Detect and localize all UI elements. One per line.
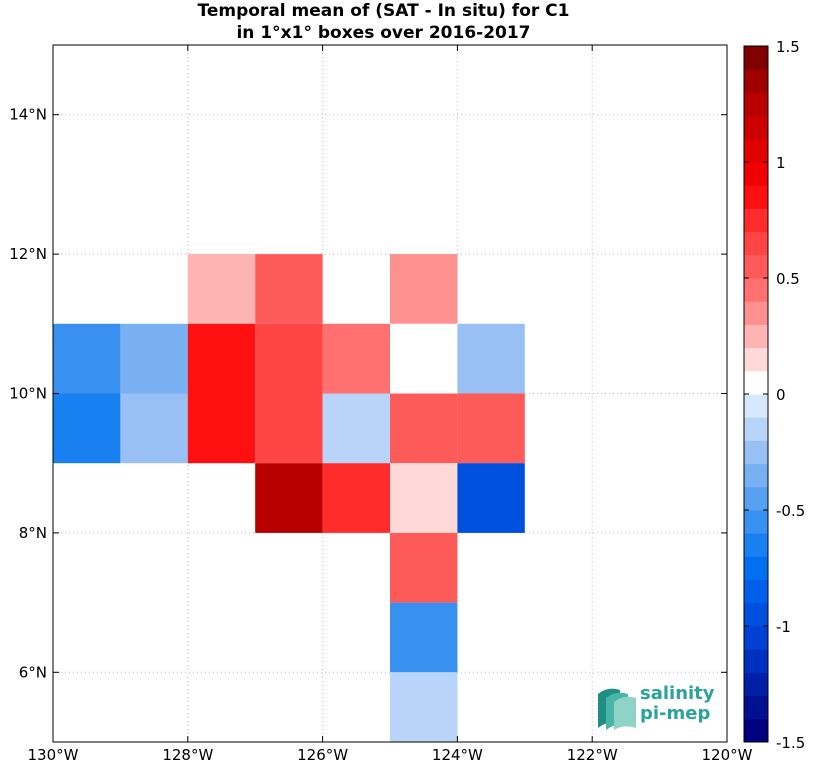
colorbar-segment: [744, 185, 768, 209]
heatmap-cell: [255, 393, 323, 464]
heatmap-cell: [187, 254, 256, 324]
colorbar-tick-label: 0: [776, 386, 786, 404]
colorbar-tick-label: -1.5: [776, 734, 805, 752]
heatmap-cell: [390, 532, 458, 603]
y-axis: 6°N 8°N 10°N 12°N 14°N: [9, 106, 727, 681]
heatmap-cell: [255, 463, 323, 533]
heatmap-cell: [120, 323, 188, 394]
colorbar-segment: [744, 440, 768, 465]
colorbar-segment: [744, 579, 768, 604]
y-tick-label: 6°N: [19, 663, 47, 681]
x-axis: 130°W 128°W 126°W 124°W 122°W 120°W: [28, 45, 753, 763]
x-tick-label: 128°W: [162, 746, 213, 763]
colorbar-segment: [744, 394, 768, 418]
colorbar-segment: [744, 649, 768, 673]
colorbar-segment: [744, 138, 768, 163]
colorbar: 1.5 1 0.5 0 -0.5 -1 -1.5: [743, 38, 805, 752]
colorbar-segment: [744, 510, 768, 534]
heatmap-cells: [53, 254, 525, 742]
heatmap-cell: [255, 323, 323, 394]
colorbar-tick-label: 1.5: [776, 38, 800, 56]
colorbar-segment: [744, 417, 768, 441]
x-tick-label: 124°W: [432, 746, 483, 763]
colorbar-segment: [744, 602, 768, 627]
colorbar-segment: [744, 162, 768, 186]
x-tick-label: 120°W: [702, 746, 753, 763]
colorbar-segment: [744, 46, 768, 70]
colorbar-tick-label: -1: [776, 618, 791, 636]
chart-title: Temporal mean of (SAT - In situ) for C1 …: [0, 0, 767, 44]
x-tick-label: 130°W: [28, 746, 79, 763]
colorbar-segment: [744, 92, 768, 117]
heatmap-cell: [457, 393, 525, 464]
heatmap-cell: [390, 463, 458, 533]
heatmap-cell: [187, 393, 256, 464]
colorbar-segment: [744, 208, 768, 233]
heatmap-cell: [390, 672, 458, 742]
heatmap-cell: [457, 463, 525, 533]
heatmap-cell: [390, 254, 458, 324]
heatmap-cell: [322, 323, 390, 394]
colorbar-segment: [744, 718, 768, 743]
heatmap-cell: [390, 323, 458, 394]
x-tick-label: 122°W: [567, 746, 618, 763]
heatmap-cell: [322, 393, 390, 464]
colorbar-segment: [744, 370, 768, 395]
chart-title-line1: Temporal mean of (SAT - In situ) for C1: [197, 1, 570, 21]
heatmap-cell: [457, 323, 525, 394]
colorbar-segment: [744, 115, 768, 140]
heatmap-cell: [390, 393, 458, 464]
colorbar-segment: [744, 254, 768, 279]
y-tick-label: 10°N: [9, 385, 47, 403]
heatmap-cell: [187, 323, 256, 394]
colorbar-segment: [744, 69, 768, 93]
colorbar-tick-label: 1: [776, 154, 786, 172]
logo-text-salinity: salinity: [640, 683, 715, 704]
y-tick-label: 8°N: [19, 524, 47, 542]
colorbar-segment: [744, 301, 768, 325]
colorbar-segment: [744, 486, 768, 511]
colorbar-segment: [744, 556, 768, 581]
logo-text-pi-mep: pi-mep: [640, 703, 711, 724]
heatmap-cell: [120, 393, 188, 464]
y-tick-label: 14°N: [9, 106, 47, 124]
logo-waves-icon: [598, 688, 636, 730]
colorbar-tick-label: 0.5: [776, 270, 800, 288]
colorbar-tick-label: -0.5: [776, 502, 805, 520]
x-tick-label: 126°W: [297, 746, 348, 763]
chart-title-line2: in 1°x1° boxes over 2016-2017: [236, 23, 531, 43]
colorbar-segment: [744, 463, 768, 488]
colorbar-segment: [744, 347, 768, 372]
y-tick-label: 12°N: [9, 245, 47, 263]
heatmap-cell: [53, 323, 121, 394]
colorbar-segment: [744, 672, 768, 697]
colorbar-segment: [744, 231, 768, 256]
heatmap-cell: [53, 393, 121, 464]
salinity-pi-mep-logo: salinity pi-mep: [594, 684, 724, 730]
heatmap-cell: [255, 254, 323, 324]
heatmap-cell: [390, 602, 458, 673]
heatmap-cell: [322, 463, 390, 533]
colorbar-segment: [744, 695, 768, 720]
colorbar-segment: [744, 324, 768, 349]
colorbar-segment: [744, 626, 768, 650]
colorbar-segment: [744, 278, 768, 302]
colorbar-segment: [744, 533, 768, 557]
